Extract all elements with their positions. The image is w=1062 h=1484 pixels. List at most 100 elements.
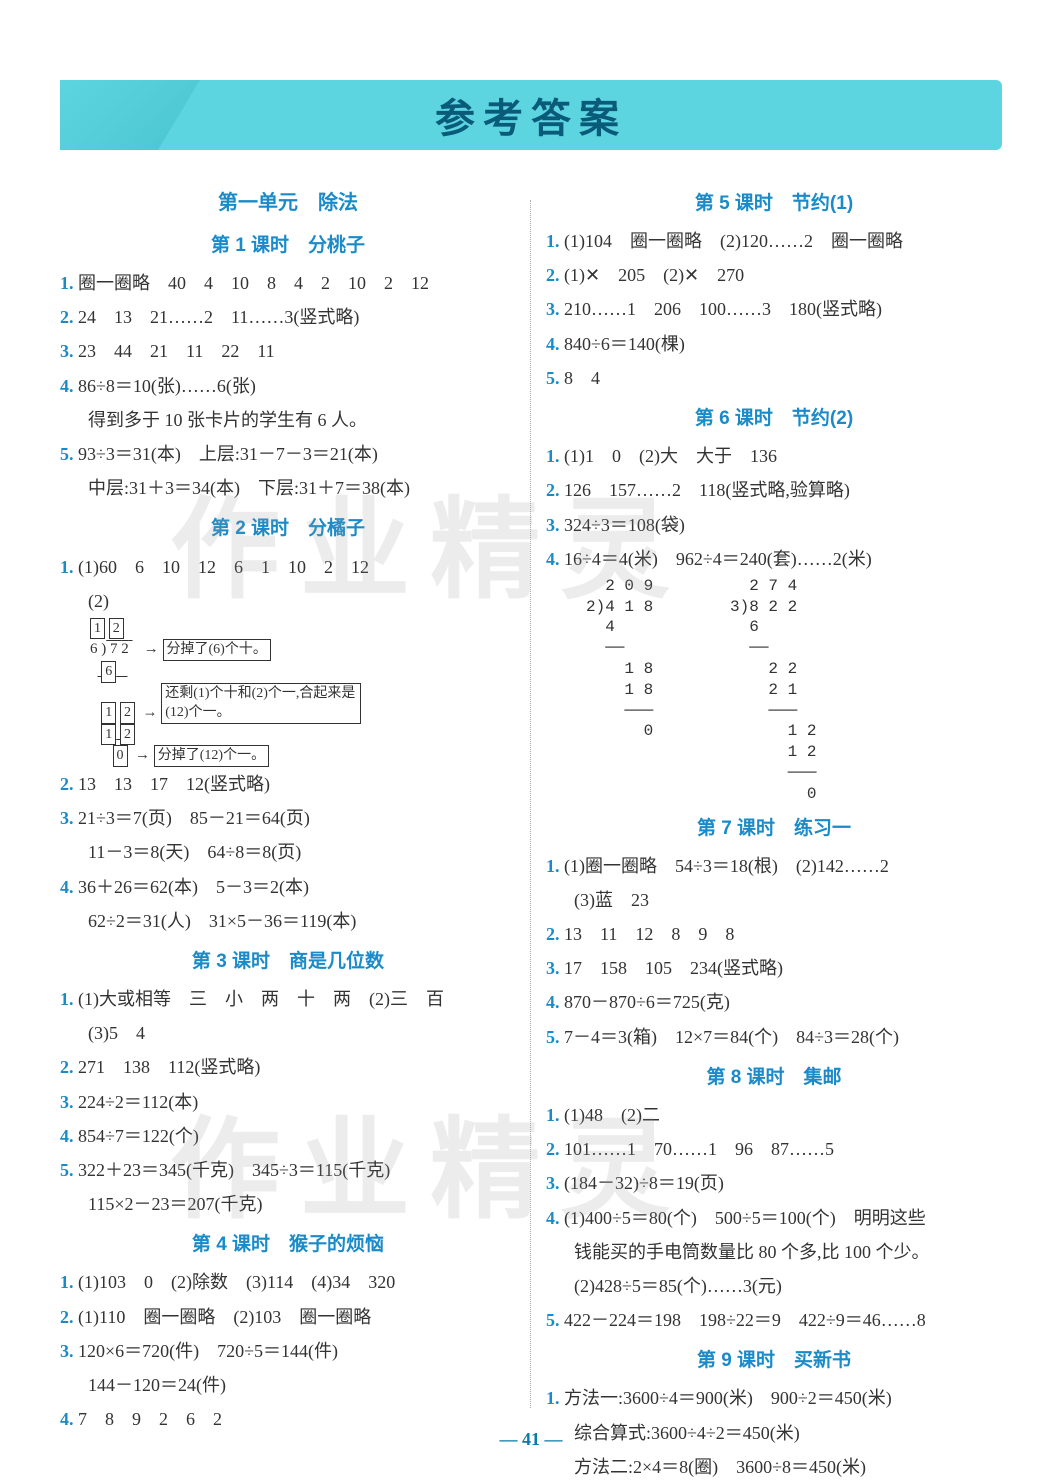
question-number: 2. bbox=[546, 924, 564, 944]
answer-line: 5. 93÷3＝31(本) 上层:31－7－3＝21(本) bbox=[60, 437, 516, 471]
answer-text: 115×2－23＝207(千克) bbox=[88, 1194, 262, 1214]
question-number: 5. bbox=[60, 444, 78, 464]
answer-text: 224÷2＝112(本) bbox=[78, 1092, 198, 1112]
answer-line: 4. 870－870÷6＝725(克) bbox=[546, 985, 1002, 1019]
answer-text: 120×6＝720(件) 720÷5＝144(件) bbox=[78, 1341, 338, 1361]
answer-line: 3. 23 44 21 11 22 11 bbox=[60, 334, 516, 368]
question-number: 2. bbox=[546, 265, 564, 285]
answer-line: 1. 方法一:3600÷4＝900(米) 900÷2＝450(米) bbox=[546, 1381, 1002, 1415]
question-number: 5. bbox=[60, 1160, 78, 1180]
answer-line: 3. 120×6＝720(件) 720÷5＝144(件) bbox=[60, 1334, 516, 1368]
column-divider bbox=[530, 200, 531, 1408]
answer-text: 7 8 9 2 6 2 bbox=[78, 1409, 222, 1429]
answer-text: (1)60 6 10 12 6 1 10 2 12 bbox=[78, 557, 369, 577]
answer-line: 1. (1)1 0 (2)大 大于 136 bbox=[546, 439, 1002, 473]
question-number: 5. bbox=[546, 1027, 564, 1047]
answer-text: 17 158 105 234(竖式略) bbox=[564, 958, 783, 978]
answer-text: 126 157……2 118(竖式略,验算略) bbox=[564, 480, 850, 500]
lesson-6-items: 1. (1)1 0 (2)大 大于 1362. 126 157……2 118(竖… bbox=[546, 439, 1002, 576]
answer-line: 3. 17 158 105 234(竖式略) bbox=[546, 951, 1002, 985]
answer-text: 21÷3＝7(页) 85－21＝64(页) bbox=[78, 808, 310, 828]
answer-line: 5. 7－4＝3(箱) 12×7＝84(个) 84÷3＝28(个) bbox=[546, 1020, 1002, 1054]
answer-text: 36＋26＝62(本) 5－3＝2(本) bbox=[78, 877, 309, 897]
question-number: 4. bbox=[546, 1208, 564, 1228]
answer-line: 方法二:2×4＝8(圈) 3600÷8＝450(米) bbox=[546, 1450, 1002, 1484]
long-division-work: 2 0 9 2 7 4 2)4 1 8 3)8 2 2 4 6 ── ── 1 … bbox=[546, 576, 1002, 805]
lesson-title-7: 第 7 课时 练习一 bbox=[546, 811, 1002, 847]
question-number: 3. bbox=[60, 1092, 78, 1112]
question-number: 1. bbox=[546, 1105, 564, 1125]
answer-line: 1. (1)60 6 10 12 6 1 10 2 12 bbox=[60, 550, 516, 584]
question-number: 3. bbox=[546, 958, 564, 978]
answer-text: 7－4＝3(箱) 12×7＝84(个) 84÷3＝28(个) bbox=[564, 1027, 899, 1047]
answer-text: (1)104 圈一圈略 (2)120……2 圈一圈略 bbox=[564, 231, 903, 251]
answer-line: 5. 8 4 bbox=[546, 361, 1002, 395]
answer-line: 11－3＝8(天) 64÷8＝8(页) bbox=[60, 835, 516, 869]
left-column: 第一单元 除法 第 1 课时 分桃子 1. 圈一圈略 40 4 10 8 4 2… bbox=[60, 180, 516, 1484]
lesson-title-6: 第 6 课时 节约(2) bbox=[546, 401, 1002, 437]
answer-line: 2. 13 11 12 8 9 8 bbox=[546, 917, 1002, 951]
question-number: 1. bbox=[60, 1272, 78, 1292]
lesson-8-items: 1. (1)48 (2)二2. 101……1 70……1 96 87……53. … bbox=[546, 1098, 1002, 1337]
answer-line: 4. 854÷7＝122(个) bbox=[60, 1119, 516, 1153]
lesson-7-items: 1. (1)圈一圈略 54÷3＝18(根) (2)142……2(3)蓝 232.… bbox=[546, 849, 1002, 1054]
answer-text: 324÷3＝108(袋) bbox=[564, 515, 685, 535]
question-number: 1. bbox=[546, 1388, 564, 1408]
answer-text: 中层:31＋3＝34(本) 下层:31＋7＝38(本) bbox=[88, 478, 410, 498]
answer-text: (1)400÷5＝80(个) 500÷5＝100(个) 明明这些 bbox=[564, 1208, 926, 1228]
content-columns: 第一单元 除法 第 1 课时 分桃子 1. 圈一圈略 40 4 10 8 4 2… bbox=[60, 180, 1002, 1484]
answer-line: 1. 圈一圈略 40 4 10 8 4 2 10 2 12 bbox=[60, 266, 516, 300]
answer-text: 322＋23＝345(千克) 345÷3＝115(千克) bbox=[78, 1160, 390, 1180]
answer-line: 2. (1)110 圈一圈略 (2)103 圈一圈略 bbox=[60, 1300, 516, 1334]
lesson-2-items-a: 1. (1)60 6 10 12 6 1 10 2 12 (2) bbox=[60, 550, 516, 618]
answer-text: 23 44 21 11 22 11 bbox=[78, 341, 275, 361]
question-number: 4. bbox=[60, 1409, 78, 1429]
question-number: 4. bbox=[60, 376, 78, 396]
question-number: 5. bbox=[546, 1310, 564, 1330]
question-number: 1. bbox=[546, 231, 564, 251]
lesson-title-5: 第 5 课时 节约(1) bbox=[546, 186, 1002, 222]
answer-text: (1)1 0 (2)大 大于 136 bbox=[564, 446, 777, 466]
answer-text: 144－120＝24(件) bbox=[88, 1375, 226, 1395]
question-number: 3. bbox=[60, 808, 78, 828]
answer-text: (1)✕ 205 (2)✕ 270 bbox=[564, 265, 744, 285]
question-number: 2. bbox=[60, 307, 78, 327]
answer-text: (2) bbox=[88, 591, 109, 611]
lesson-4-items: 1. (1)103 0 (2)除数 (3)114 (4)34 3202. (1)… bbox=[60, 1265, 516, 1436]
question-number: 2. bbox=[546, 1139, 564, 1159]
question-number: 2. bbox=[60, 1307, 78, 1327]
question-number: 1. bbox=[60, 273, 78, 293]
answer-text: 16÷4＝4(米) 962÷4＝240(套)……2(米) bbox=[564, 549, 872, 569]
question-number: 4. bbox=[60, 877, 78, 897]
lesson-title-4: 第 4 课时 猴子的烦恼 bbox=[60, 1227, 516, 1263]
answer-text: 93÷3＝31(本) 上层:31－7－3＝21(本) bbox=[78, 444, 378, 464]
question-number: 3. bbox=[546, 299, 564, 319]
answer-line: 2. 101……1 70……1 96 87……5 bbox=[546, 1132, 1002, 1166]
answer-line: 3. 324÷3＝108(袋) bbox=[546, 508, 1002, 542]
question-number: 2. bbox=[60, 774, 78, 794]
answer-text: 854÷7＝122(个) bbox=[78, 1126, 199, 1146]
answer-text: 101……1 70……1 96 87……5 bbox=[564, 1139, 834, 1159]
answer-line: 5. 422－224＝198 198÷22＝9 422÷9＝46……8 bbox=[546, 1303, 1002, 1337]
question-number: 1. bbox=[546, 446, 564, 466]
right-column: 第 5 课时 节约(1) 1. (1)104 圈一圈略 (2)120……2 圈一… bbox=[546, 180, 1002, 1484]
question-number: 2. bbox=[60, 1057, 78, 1077]
question-number: 3. bbox=[546, 1173, 564, 1193]
lesson-1-items: 1. 圈一圈略 40 4 10 8 4 2 10 2 122. 24 13 21… bbox=[60, 266, 516, 505]
answer-line: 2. 24 13 21……2 11……3(竖式略) bbox=[60, 300, 516, 334]
answer-line: 4. 36＋26＝62(本) 5－3＝2(本) bbox=[60, 870, 516, 904]
answer-text: 210……1 206 100……3 180(竖式略) bbox=[564, 299, 882, 319]
answer-text: 方法二:2×4＝8(圈) 3600÷8＝450(米) bbox=[574, 1457, 866, 1477]
answer-text: (1)48 (2)二 bbox=[564, 1105, 660, 1125]
answer-line: (3)蓝 23 bbox=[546, 883, 1002, 917]
lesson-title-9: 第 9 课时 买新书 bbox=[546, 1343, 1002, 1379]
question-number: 4. bbox=[546, 992, 564, 1012]
question-number: 1. bbox=[60, 989, 78, 1009]
lesson-3-items: 1. (1)大或相等 三 小 两 十 两 (2)三 百(3)5 42. 271 … bbox=[60, 982, 516, 1221]
question-number: 3. bbox=[546, 515, 564, 535]
answer-text: (3)蓝 23 bbox=[574, 890, 649, 910]
answer-line: 4. 86÷8＝10(张)……6(张) bbox=[60, 369, 516, 403]
lesson-title-2: 第 2 课时 分橘子 bbox=[60, 511, 516, 547]
answer-text: 13 13 17 12(竖式略) bbox=[78, 774, 270, 794]
question-number: 1. bbox=[546, 856, 564, 876]
